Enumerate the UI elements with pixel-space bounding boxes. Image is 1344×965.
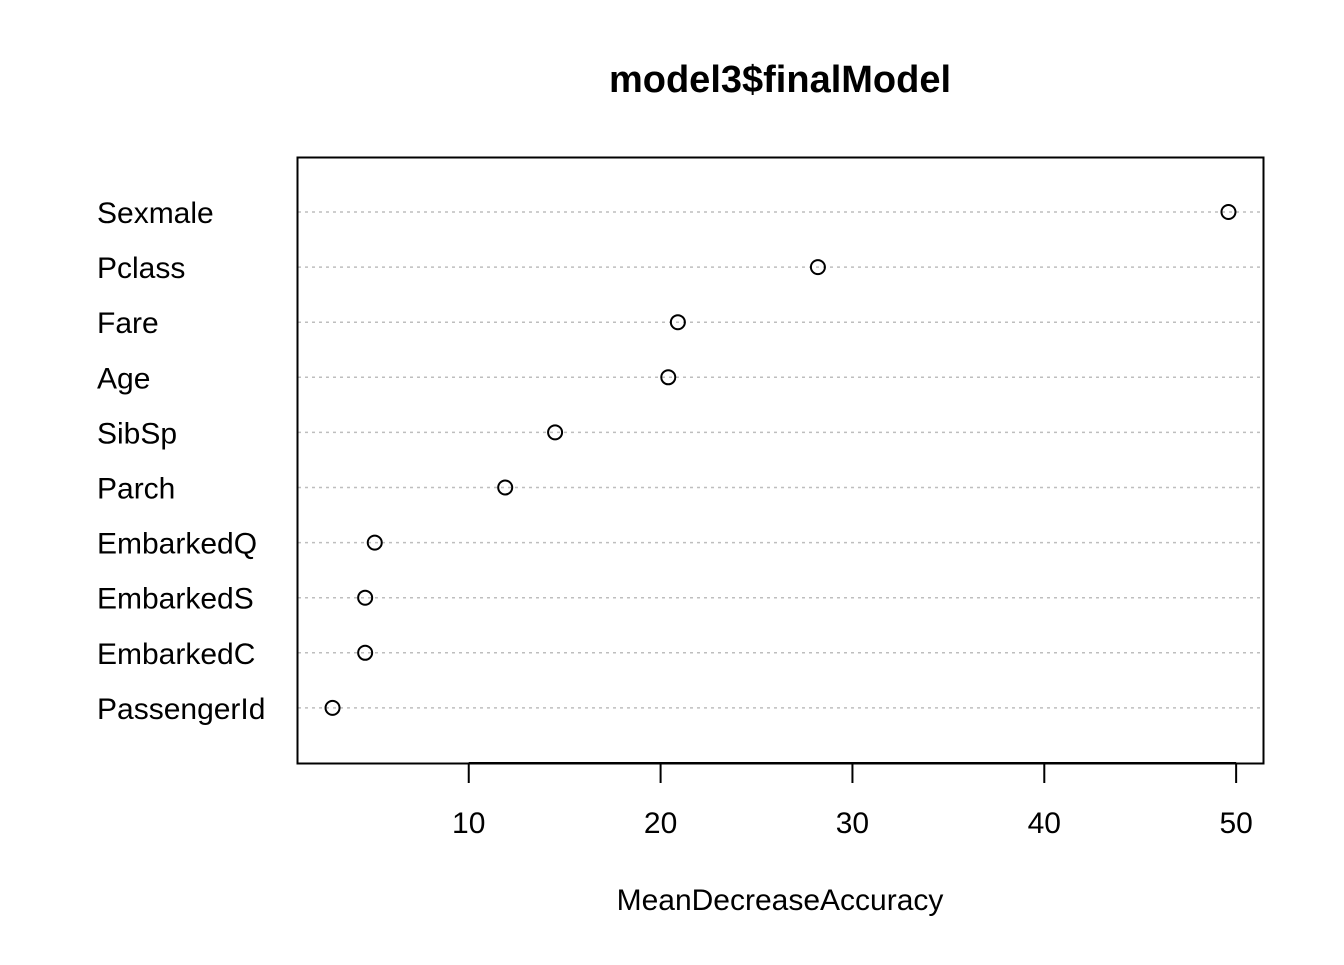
x-tick-label: 20 xyxy=(644,807,677,840)
category-labels: Sexmale Pclass Fare Age SibSp Parch EmbarkedQ E… xyxy=(97,197,265,726)
category-label: Sexmale xyxy=(97,197,214,230)
data-point xyxy=(809,259,826,276)
category-label: Pclass xyxy=(97,252,185,285)
data-point xyxy=(357,589,374,606)
x-axis-label: MeanDecreaseAccuracy xyxy=(617,884,944,917)
category-label: EmbarkedC xyxy=(97,638,255,671)
category-label: Fare xyxy=(97,307,159,340)
data-point xyxy=(1220,204,1237,220)
data-point xyxy=(324,699,341,716)
category-label: EmbarkedQ xyxy=(97,528,257,561)
category-label: Parch xyxy=(97,473,175,506)
x-tick-label: 30 xyxy=(836,807,869,840)
x-axis: 10 20 30 40 50 xyxy=(452,762,1253,840)
category-label: PassengerId xyxy=(97,693,265,726)
guide-lines xyxy=(298,211,1263,709)
category-label: EmbarkedS xyxy=(97,583,254,616)
data-point xyxy=(669,314,686,331)
category-label: Age xyxy=(97,362,150,395)
data-point xyxy=(660,369,677,386)
x-tick-label: 50 xyxy=(1219,807,1252,840)
chart-title: model3$finalModel xyxy=(609,59,951,101)
data-point xyxy=(366,534,383,551)
x-tick-label: 10 xyxy=(452,807,485,840)
data-point xyxy=(497,479,514,496)
category-label: SibSp xyxy=(97,417,177,450)
data-points xyxy=(324,204,1237,716)
plot-frame xyxy=(296,156,1265,765)
data-point xyxy=(357,644,374,661)
x-tick-label: 40 xyxy=(1028,807,1061,840)
data-point xyxy=(547,424,564,441)
